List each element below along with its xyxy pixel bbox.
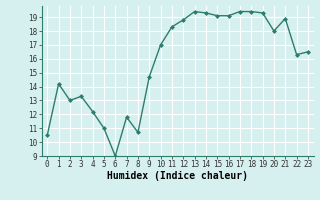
X-axis label: Humidex (Indice chaleur): Humidex (Indice chaleur)	[107, 171, 248, 181]
